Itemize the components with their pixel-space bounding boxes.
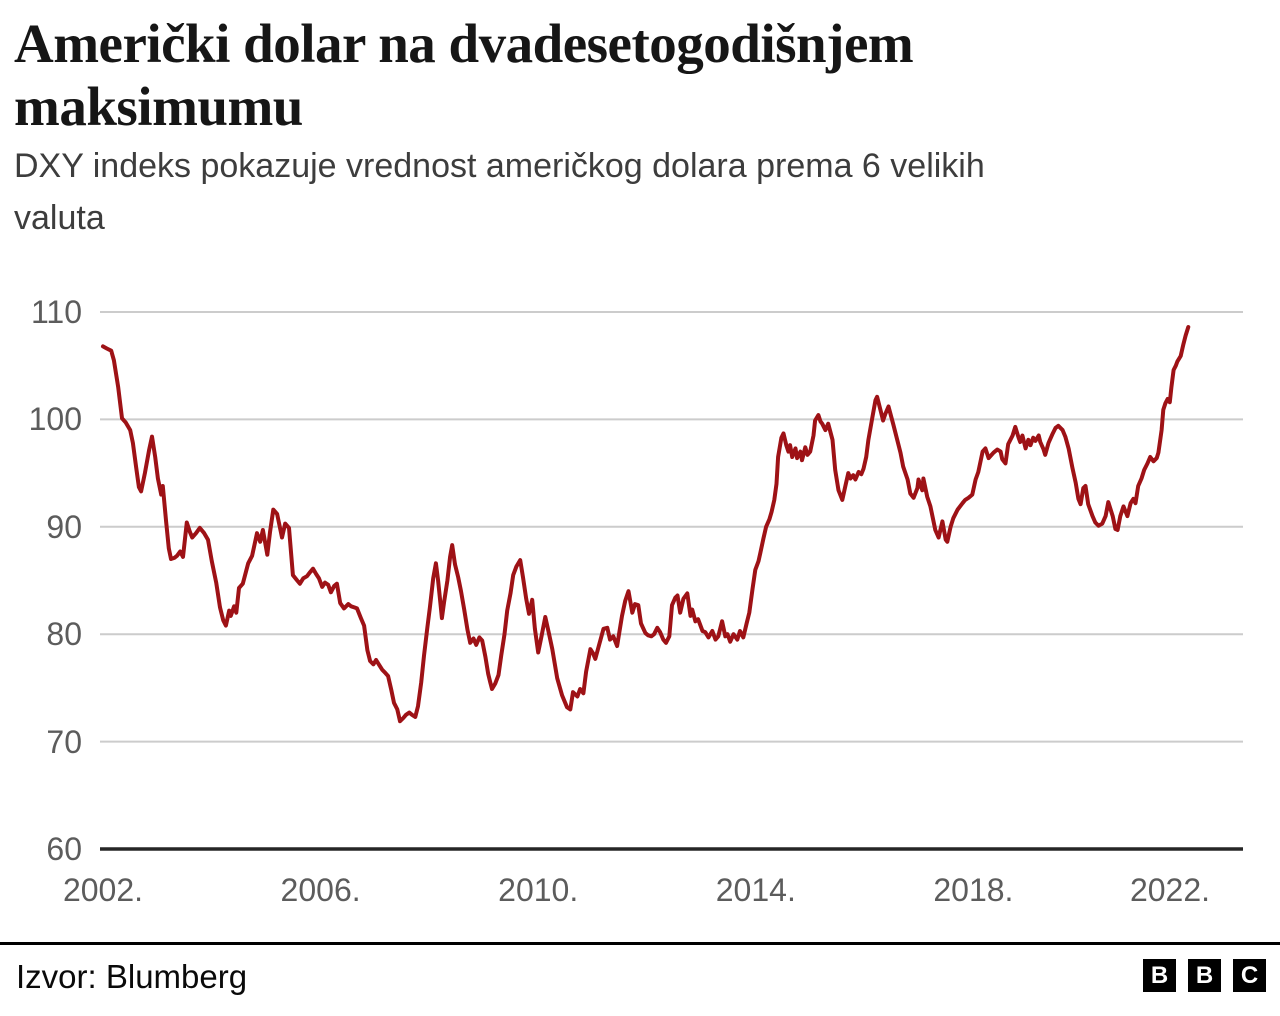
x-axis-label: 2018.	[933, 872, 1014, 908]
y-axis-label: 90	[46, 508, 82, 545]
y-axis-label: 60	[46, 831, 82, 867]
logo-square-c: C	[1233, 959, 1266, 992]
page-title: Američki dolar na dvadesetogodišnjem mak…	[14, 13, 914, 137]
footer-divider	[0, 942, 1280, 945]
x-axis-label: 2022.	[1129, 872, 1211, 908]
y-axis-label: 70	[46, 723, 82, 760]
dxy-line	[101, 325, 1191, 724]
x-axis-label: 2006.	[280, 872, 361, 908]
x-axis-label: 2002.	[62, 872, 144, 908]
x-axis-label: 2014.	[715, 872, 796, 908]
page-subtitle: DXY indeks pokazuje vrednost američkog d…	[14, 147, 985, 237]
bbc-logo: B B C	[1143, 959, 1266, 992]
logo-square-b1: B	[1143, 959, 1176, 992]
logo-square-b2: B	[1188, 959, 1221, 992]
y-axis-label: 100	[28, 401, 82, 438]
source-text: Izvor: Blumberg	[16, 958, 248, 995]
y-axis-label: 80	[46, 616, 82, 653]
x-axis-label: 2010.	[498, 872, 579, 908]
y-axis-label: 110	[30, 294, 82, 330]
